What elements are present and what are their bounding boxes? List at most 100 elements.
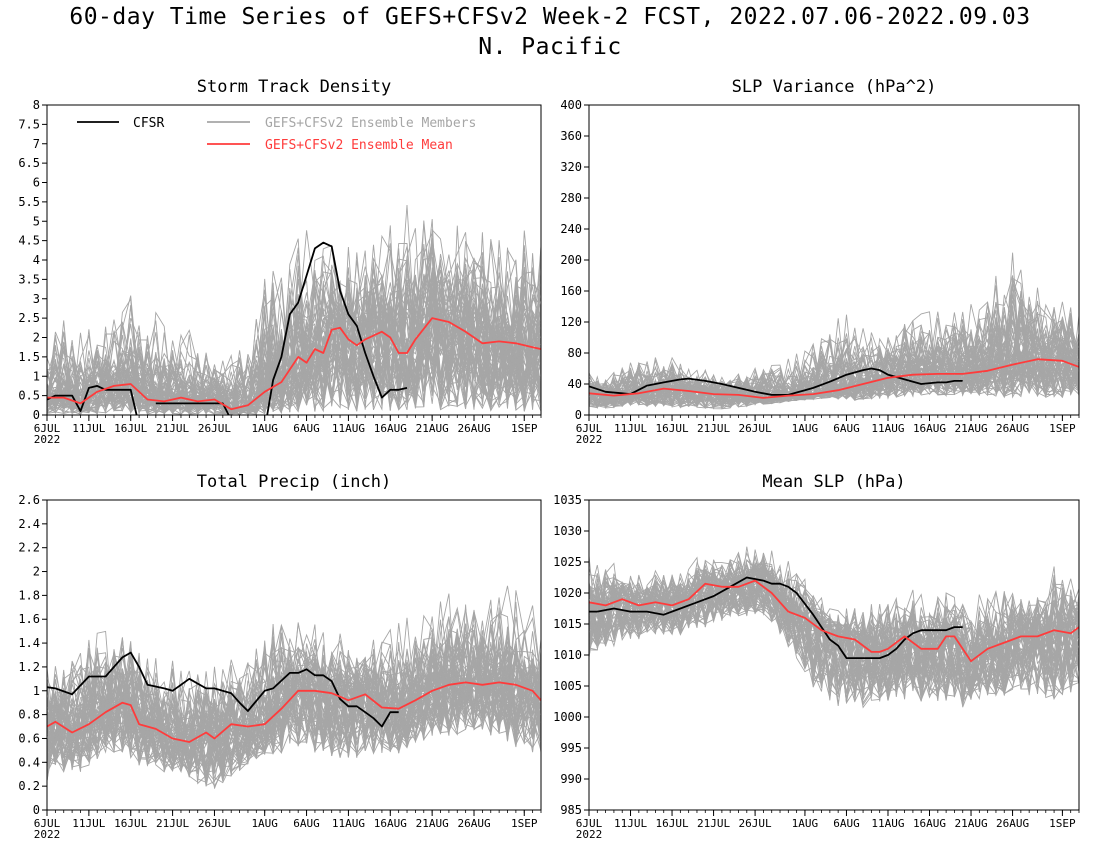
y-tick-label: 0 <box>33 803 40 817</box>
x-tick-label: 16JUL <box>114 422 147 435</box>
x-tick-label: 6AUG <box>293 817 320 830</box>
y-tick-label: 80 <box>568 346 582 360</box>
y-tick-label: 2 <box>33 565 40 579</box>
y-tick-label: 6.5 <box>18 156 40 170</box>
x-tick-label: 26JUL <box>198 422 231 435</box>
y-tick-label: 990 <box>560 772 582 786</box>
x-year-label: 2022 <box>576 433 603 446</box>
x-tick-label: 11JUL <box>72 817 105 830</box>
y-tick-label: 1.2 <box>18 660 40 674</box>
legend-label: CFSR <box>133 116 164 131</box>
y-tick-label: 2.5 <box>18 311 40 325</box>
x-tick-label: 11JUL <box>614 817 647 830</box>
ensemble-member-line <box>47 593 541 766</box>
y-tick-label: 400 <box>560 98 582 112</box>
y-tick-label: 1 <box>33 369 40 383</box>
y-tick-label: 1.4 <box>18 636 40 650</box>
y-tick-label: 1020 <box>553 586 582 600</box>
ensemble-member-line <box>47 639 541 753</box>
x-tick-label: 21AUG <box>416 817 449 830</box>
x-tick-label: 26AUG <box>996 817 1029 830</box>
y-tick-label: 1.5 <box>18 350 40 364</box>
x-tick-label: 6AUG <box>293 422 320 435</box>
y-tick-label: 1010 <box>553 648 582 662</box>
ensemble-member-line <box>47 280 541 413</box>
cfsr-line <box>589 367 963 396</box>
ensemble-member-line <box>47 612 541 790</box>
y-tick-label: 160 <box>560 284 582 298</box>
x-tick-label: 1AUG <box>792 422 819 435</box>
y-tick-label: 995 <box>560 741 582 755</box>
y-tick-label: 40 <box>568 377 582 391</box>
panel-4: Mean SLP (hPa) 985 990 995 1000 1005 1010 1015 1… <box>553 472 1080 841</box>
x-tick-label: 16AUG <box>913 817 946 830</box>
ensemble-member-line <box>589 571 1079 696</box>
panel-title: Mean SLP (hPa) <box>762 472 905 492</box>
x-tick-label: 21JUL <box>697 817 730 830</box>
x-tick-label: 11AUG <box>871 422 904 435</box>
panel-1: Storm Track Density 0 0.5 1 1.5 2 2.5 3 3.5 4 4.5 5… <box>18 77 542 446</box>
y-tick-label: 0.2 <box>18 779 40 793</box>
x-tick-label: 6JUL <box>34 817 61 830</box>
figure-subtitle: N. Pacific <box>478 34 622 60</box>
panel-2: SLP Variance (hPa^2) 0 40 80 120 160 200 240 280… <box>560 77 1080 446</box>
figure-title: 60-day Time Series of GEFS+CFSv2 Week-2 … <box>69 4 1031 30</box>
y-tick-label: 6 <box>33 176 40 190</box>
ensemble-member-line <box>589 565 1079 707</box>
y-tick-label: 1005 <box>553 679 582 693</box>
panel-title: SLP Variance (hPa^2) <box>732 77 937 97</box>
x-tick-label: 1SEP <box>1049 817 1076 830</box>
ensemble-member-line <box>589 306 1079 410</box>
ensemble-member-line <box>589 275 1079 409</box>
ensemble-member-line <box>589 573 1079 698</box>
y-tick-label: 1.6 <box>18 612 40 626</box>
x-tick-label: 11JUL <box>614 422 647 435</box>
cfsr-line <box>47 651 399 728</box>
y-tick-label: 7.5 <box>18 117 40 131</box>
x-tick-label: 21JUL <box>697 422 730 435</box>
x-tick-label: 16JUL <box>114 817 147 830</box>
y-tick-label: 2.2 <box>18 541 40 555</box>
legend-label: GEFS+CFSv2 Ensemble Members <box>265 116 476 131</box>
y-tick-label: 1030 <box>553 524 582 538</box>
x-tick-label: 16JUL <box>655 422 688 435</box>
y-tick-label: 2.6 <box>18 493 40 507</box>
x-tick-label: 11AUG <box>871 817 904 830</box>
ensemble-member-line <box>47 585 541 761</box>
y-tick-label: 0.8 <box>18 708 40 722</box>
ensemble-member-line <box>589 564 1079 705</box>
x-year-label: 2022 <box>34 433 61 446</box>
x-tick-label: 6AUG <box>833 817 860 830</box>
y-tick-label: 7 <box>33 137 40 151</box>
x-tick-label: 21JUL <box>156 817 189 830</box>
y-tick-label: 0.4 <box>18 755 40 769</box>
x-tick-label: 16AUG <box>913 422 946 435</box>
legend-label: GEFS+CFSv2 Ensemble Mean <box>265 138 453 153</box>
ensemble-mean-line <box>47 317 541 411</box>
x-tick-label: 11JUL <box>72 422 105 435</box>
x-tick-label: 1SEP <box>1049 422 1076 435</box>
x-tick-label: 1AUG <box>251 422 278 435</box>
ensemble-member-line <box>589 342 1079 409</box>
x-tick-label: 26JUL <box>739 817 772 830</box>
y-tick-label: 280 <box>560 191 582 205</box>
ensemble-member-line <box>47 275 541 415</box>
ensemble-member-line <box>589 572 1079 696</box>
y-tick-label: 320 <box>560 160 582 174</box>
cfsr-line <box>589 576 963 659</box>
ensemble-mean-line <box>589 579 1079 663</box>
y-tick-label: 1.8 <box>18 588 40 602</box>
panel-3: Total Precip (inch) 0 0.2 0.4 0.6 0.8 1 1.2 1.4 1… <box>18 472 542 841</box>
x-tick-label: 1SEP <box>511 817 538 830</box>
x-tick-label: 26AUG <box>457 422 490 435</box>
ensemble-member-line <box>589 325 1079 403</box>
y-tick-label: 0 <box>33 408 40 422</box>
ensemble-members <box>47 585 541 790</box>
x-tick-label: 21AUG <box>954 422 987 435</box>
y-tick-label: 4.5 <box>18 234 40 248</box>
y-tick-label: 8 <box>33 98 40 112</box>
ensemble-members <box>589 546 1079 709</box>
panel-title: Total Precip (inch) <box>197 472 391 492</box>
y-tick-label: 0.6 <box>18 731 40 745</box>
x-tick-label: 16AUG <box>374 422 407 435</box>
